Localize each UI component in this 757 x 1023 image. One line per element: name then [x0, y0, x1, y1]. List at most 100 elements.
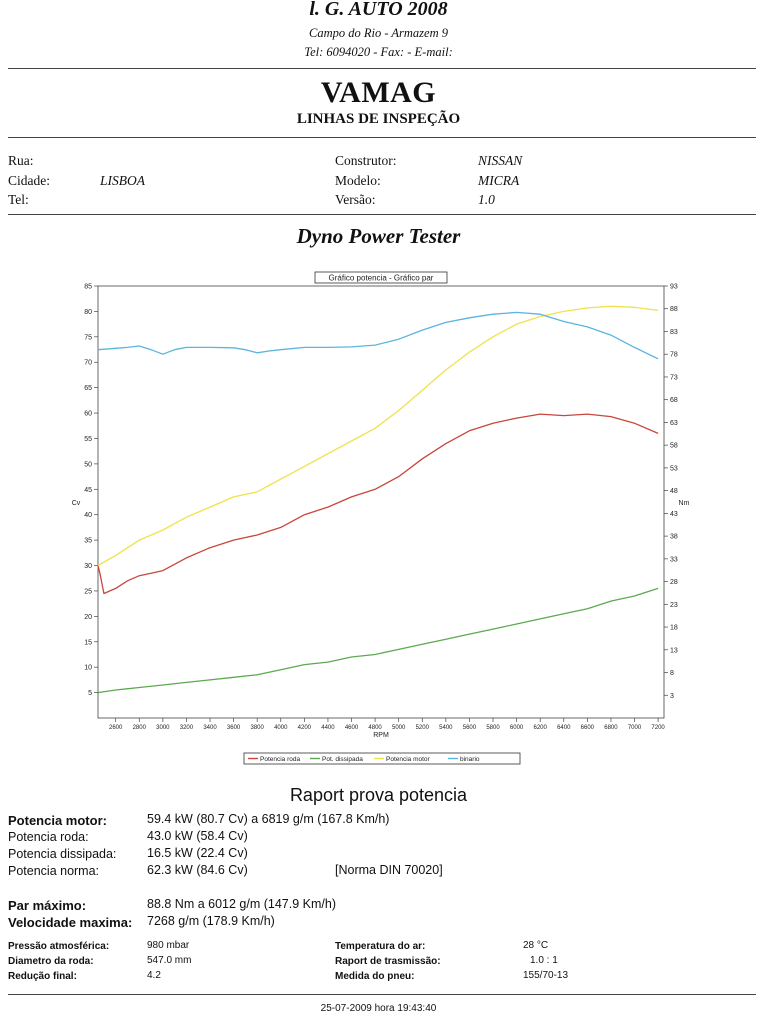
- y2-tick-label: 63: [670, 420, 678, 427]
- legend-label: binario: [460, 756, 480, 763]
- report-title: Raport prova potencia: [289, 785, 468, 805]
- x-tick-label: 4200: [298, 725, 312, 731]
- y-tick-label: 65: [84, 385, 92, 392]
- y2-tick-label: 58: [670, 443, 678, 450]
- y-tick-label: 85: [84, 284, 92, 291]
- title-divider: [8, 137, 756, 138]
- y-tick-label: 80: [84, 309, 92, 316]
- x-axis-label: RPM: [373, 732, 389, 739]
- y2-tick-label: 8: [670, 670, 674, 677]
- potencia-dissipada-label: Potencia dissipada:: [8, 847, 117, 861]
- pneu-label: Medida do pneu:: [335, 971, 415, 982]
- pressao-value: 980 mbar: [147, 940, 190, 951]
- cidade-value: LISBOA: [100, 173, 145, 188]
- y-tick-label: 55: [84, 436, 92, 443]
- y-tick-label: 45: [84, 487, 92, 494]
- dyno-chart: Gráfico potencia - Gráfico par 5 10 15 20 25 3…: [72, 271, 690, 765]
- y2-tick-label: 53: [670, 465, 678, 472]
- y2-tick-label: 3: [670, 693, 674, 700]
- norma-label: [Norma DIN 70020]: [335, 863, 443, 877]
- chart-title-box: [314, 271, 448, 284]
- x-tick-label: 6000: [510, 725, 524, 731]
- modelo-label: Modelo:: [335, 173, 381, 188]
- x-tick-label: 3600: [227, 725, 241, 731]
- x-tick-label: 5600: [463, 725, 477, 731]
- series-line-potencia-motor: [97, 305, 659, 567]
- x-tick-label: 4600: [345, 725, 359, 731]
- y2-tick-label: 18: [670, 625, 678, 632]
- x-tick-label: 6400: [557, 725, 571, 731]
- company-address: Campo do Rio - Armazem 9: [308, 26, 448, 40]
- company-contact: Tel: 6094020 - Fax: - E-mail:: [304, 45, 453, 59]
- page-subtitle: LINHAS DE INSPEÇÃO: [296, 111, 461, 127]
- x-tick-label: 2800: [133, 725, 147, 731]
- pneu-value: 155/70-13: [523, 970, 569, 981]
- y-tick-label: 10: [84, 665, 92, 672]
- construtor-label: Construtor:: [335, 153, 397, 168]
- versao-label: Versão:: [335, 192, 376, 207]
- y2-tick-label: 93: [670, 284, 678, 291]
- potencia-motor-value: 59.4 kW (80.7 Cv) a 6819 g/m (167.8 Km/h…: [147, 812, 390, 826]
- series-line-binario: [97, 311, 659, 360]
- y-tick-label: 30: [84, 563, 92, 570]
- series-line-potencia-roda: [97, 413, 659, 595]
- x-tick-label: 2600: [109, 725, 123, 731]
- y-tick-label: 35: [84, 538, 92, 545]
- trasmissao-value: 1.0 : 1: [530, 955, 558, 966]
- par-maximo-label: Par máximo:: [8, 898, 87, 913]
- temperatura-value: 28 °C: [523, 940, 549, 951]
- legend-label: Pot. dissipada: [322, 756, 363, 763]
- y-tick-label: 75: [84, 334, 92, 341]
- reducao-label: Redução final:: [8, 971, 77, 982]
- series-line-pot-dissipada: [97, 587, 659, 694]
- diametro-value: 547.0 mm: [147, 955, 192, 966]
- y2-tick-label: 68: [670, 397, 678, 404]
- potencia-roda-label: Potencia roda:: [8, 830, 89, 844]
- x-tick-label: 3800: [251, 725, 265, 731]
- pressao-label: Pressão atmosférica:: [8, 941, 110, 952]
- footer-divider: [8, 994, 756, 995]
- y2-axis-label: Nm: [679, 500, 690, 507]
- chart-title: Gráfico potencia - Gráfico par: [329, 274, 434, 283]
- x-tick-label: 5200: [416, 725, 430, 731]
- info-divider: [8, 214, 756, 215]
- x-tick-label: 7000: [628, 725, 642, 731]
- par-maximo-value: 88.8 Nm a 6012 g/m (147.9 Km/h): [147, 897, 336, 911]
- x-tick-label: 3200: [180, 725, 194, 731]
- diametro-label: Diametro da roda:: [8, 956, 94, 967]
- potencia-motor-label: Potencia motor:: [8, 813, 107, 828]
- y2-tick-label: 28: [670, 579, 678, 586]
- velocidade-maxima-label: Velocidade maxima:: [8, 915, 133, 930]
- y-tick-label: 50: [84, 461, 92, 468]
- potencia-dissipada-value: 16.5 kW (22.4 Cv): [147, 846, 248, 860]
- modelo-value: MICRA: [478, 173, 520, 188]
- y2-tick-label: 83: [670, 329, 678, 336]
- y2-tick-label: 23: [670, 602, 678, 609]
- y-axis-label: Cv: [72, 500, 81, 507]
- y2-tick-label: 78: [670, 352, 678, 359]
- x-tick-label: 5800: [486, 725, 500, 731]
- y-tick-label: 20: [84, 614, 92, 621]
- y2-tick-label: 38: [670, 534, 678, 541]
- cidade-label: Cidade:: [8, 173, 50, 188]
- x-tick-label: 6200: [534, 725, 548, 731]
- y-tick-label: 40: [84, 512, 92, 519]
- x-tick-label: 4400: [321, 725, 335, 731]
- construtor-value: NISSAN: [478, 153, 523, 168]
- potencia-norma-label: Potencia norma:: [8, 864, 100, 878]
- trasmissao-label: Raport de trasmissão:: [335, 956, 441, 967]
- y-tick-label: 25: [84, 588, 92, 595]
- x-tick-label: 6600: [581, 725, 595, 731]
- y-tick-label: 5: [88, 690, 92, 697]
- y-tick-label: 60: [84, 411, 92, 418]
- x-tick-label: 7200: [651, 725, 665, 731]
- velocidade-maxima-value: 7268 g/m (178.9 Km/h): [147, 914, 275, 928]
- legend-label: Potencia motor: [386, 756, 431, 763]
- y2-tick-label: 43: [670, 511, 678, 518]
- x-tick-label: 5000: [392, 725, 406, 731]
- page-title: VAMAG: [320, 76, 437, 109]
- y2-tick-label: 13: [670, 647, 678, 654]
- section-title: Dyno Power Tester: [296, 224, 461, 248]
- temperatura-label: Temperatura do ar:: [335, 941, 426, 952]
- y2-tick-label: 73: [670, 374, 678, 381]
